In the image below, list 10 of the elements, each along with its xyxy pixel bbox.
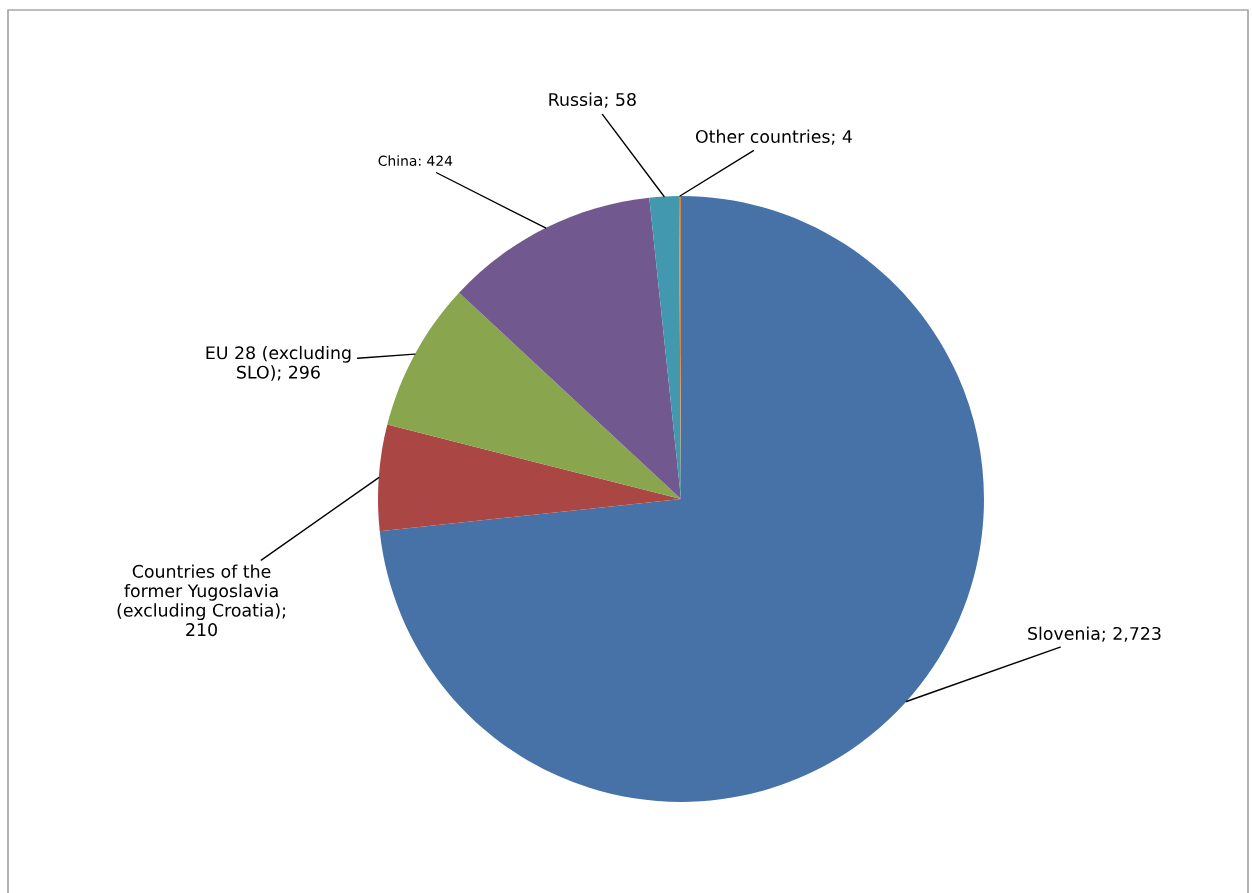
slice-label: EU 28 (excluding SLO); 296	[206, 345, 351, 381]
slice-label: Slovenia; 2,723	[1028, 626, 1161, 642]
slice-label: Countries of the former Yugoslavia (excluding Croatia); 210	[117, 564, 285, 637]
slice-label: China: 424	[378, 155, 453, 167]
slice-label: Other countries; 4	[695, 129, 852, 145]
pie-slice	[378, 424, 681, 532]
pie-slice	[379, 196, 984, 802]
pie-slice	[387, 292, 681, 499]
pie-slice	[459, 197, 681, 499]
slice-label: Russia; 58	[549, 92, 636, 108]
